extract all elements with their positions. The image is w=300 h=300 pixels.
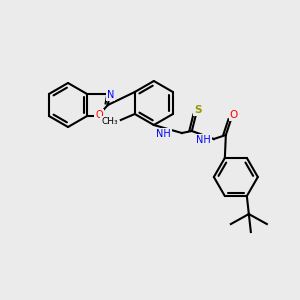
Text: NH: NH [196,135,211,145]
Text: NH: NH [157,129,171,139]
Text: N: N [106,90,114,100]
Text: O: O [230,110,238,120]
Text: CH₃: CH₃ [101,116,118,125]
Text: O: O [95,110,103,120]
Text: S: S [194,105,202,115]
